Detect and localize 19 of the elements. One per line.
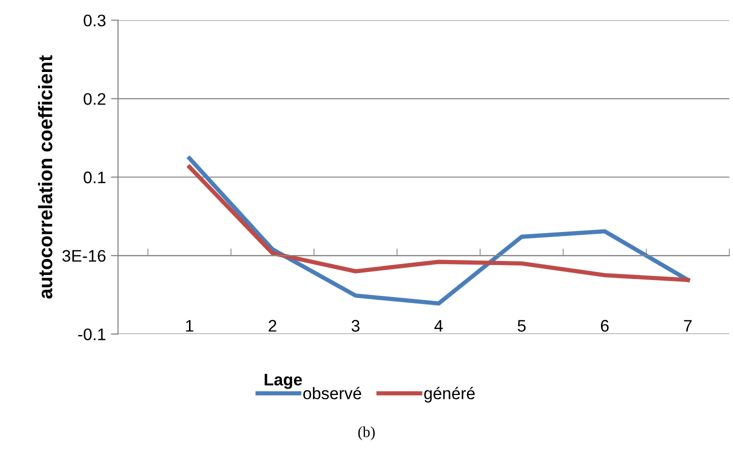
x-tick-label: 3 bbox=[352, 320, 360, 332]
line-series bbox=[187, 156, 690, 306]
x-tick-label: 1 bbox=[186, 320, 194, 332]
x-tick-label: 4 bbox=[434, 320, 443, 332]
x-tick-label: 7 bbox=[684, 320, 692, 332]
text: (b) bbox=[358, 426, 375, 440]
legend-label: observé bbox=[303, 386, 362, 400]
legend-label: généré bbox=[424, 386, 475, 403]
y-tick-label: -0.1 bbox=[78, 328, 106, 340]
y-tick-label: 0.1 bbox=[84, 172, 106, 184]
x-axis-title: Lage bbox=[264, 374, 302, 389]
y-tick-label: 0.3 bbox=[84, 14, 106, 26]
x-tick-label: 5 bbox=[518, 320, 526, 332]
y-axis-title: autocorrelation coefficient bbox=[38, 55, 52, 299]
y-tick-label: 3E-16 bbox=[62, 250, 106, 262]
x-tick-label: 6 bbox=[600, 320, 609, 332]
line-series bbox=[187, 164, 690, 282]
y-tick-label: 0.2 bbox=[84, 93, 106, 105]
x-tick-label: 2 bbox=[268, 320, 276, 332]
